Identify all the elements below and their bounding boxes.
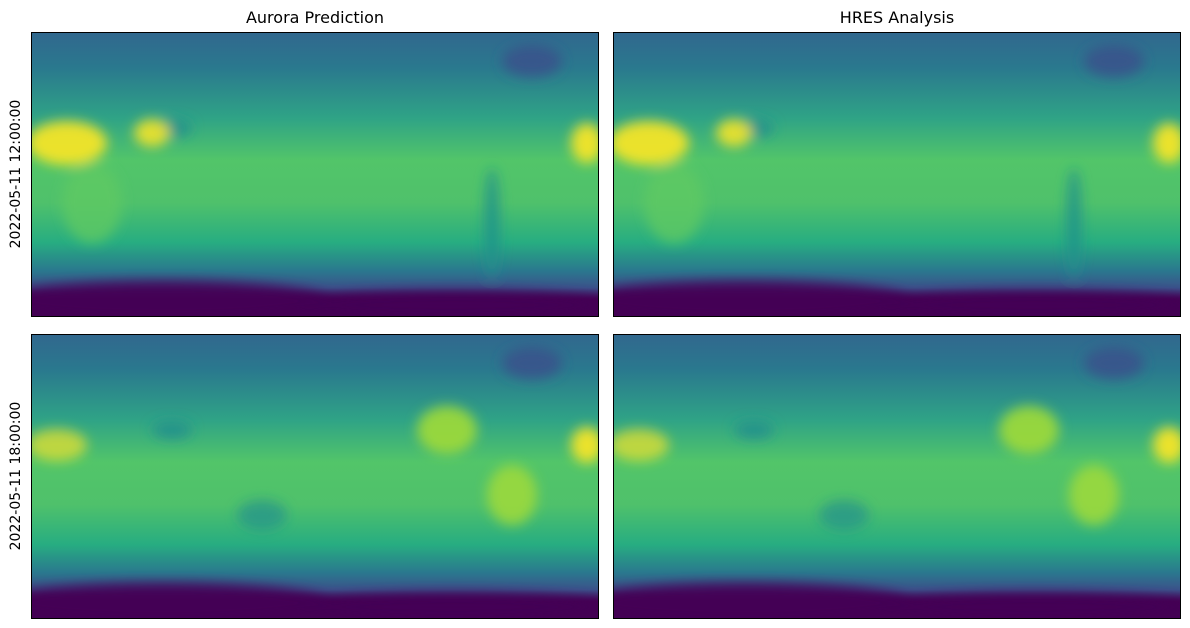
- column-title-hres: HRES Analysis: [839, 8, 955, 27]
- greenland-cold-patch: [502, 347, 562, 379]
- australia-mid-region: [237, 500, 287, 530]
- greenland-cold-patch: [1084, 45, 1144, 77]
- antarctica-cold-band: [32, 281, 332, 316]
- north-america-hot-region: [417, 406, 477, 454]
- panel-aurora-1200: [31, 32, 599, 317]
- temperature-field-map: [614, 33, 1180, 316]
- sahara-hot-spot: [32, 121, 107, 165]
- africa-warm-region: [62, 163, 122, 243]
- field-features: [614, 347, 1180, 618]
- sahara-hot-spot: [614, 429, 669, 461]
- north-america-hot-region: [999, 406, 1059, 454]
- south-america-hot-region: [487, 465, 537, 525]
- field-features: [32, 347, 598, 618]
- sahara-hot-spot: [614, 121, 689, 165]
- panel-hres-1800: [613, 334, 1181, 619]
- west-africa-hot-spot: [1153, 123, 1180, 163]
- americas-mountain-cool-streak: [1066, 168, 1082, 278]
- field-features: [32, 45, 598, 316]
- antarctica-cold-band: [614, 281, 914, 316]
- antarctica-cold-band-east: [292, 291, 598, 316]
- tibet-cool-patch: [734, 421, 774, 439]
- west-africa-hot-spot: [1153, 427, 1180, 463]
- tibet-cool-patch: [152, 421, 192, 439]
- west-africa-hot-spot: [571, 123, 598, 163]
- temperature-field-map: [32, 33, 598, 316]
- antarctica-cold-band-east: [874, 291, 1180, 316]
- panel-aurora-1800: [31, 334, 599, 619]
- antarctica-cold-band: [614, 583, 914, 618]
- row-label-1200: 2022-05-11 12:00:00: [8, 99, 24, 249]
- antarctica-cold-band-east: [292, 593, 598, 618]
- row-label-1800: 2022-05-11 18:00:00: [8, 401, 24, 551]
- latitude-gradient: [614, 33, 1180, 316]
- greenland-cold-patch: [502, 45, 562, 77]
- australia-mid-region: [819, 500, 869, 530]
- field-features: [614, 45, 1180, 316]
- sahara-hot-spot: [32, 429, 87, 461]
- column-title-aurora: Aurora Prediction: [245, 8, 385, 27]
- panel-hres-1200: [613, 32, 1181, 317]
- west-africa-hot-spot: [571, 427, 598, 463]
- greenland-cold-patch: [1084, 347, 1144, 379]
- latitude-gradient: [32, 33, 598, 316]
- antarctica-cold-band: [32, 583, 332, 618]
- south-america-hot-region: [1069, 465, 1119, 525]
- africa-warm-region: [644, 163, 704, 243]
- temperature-field-map: [32, 335, 598, 618]
- india-hot-spot: [134, 119, 170, 147]
- temperature-field-map: [614, 335, 1180, 618]
- antarctica-cold-band-east: [874, 593, 1180, 618]
- americas-mountain-cool-streak: [484, 168, 500, 278]
- india-hot-spot: [716, 119, 752, 147]
